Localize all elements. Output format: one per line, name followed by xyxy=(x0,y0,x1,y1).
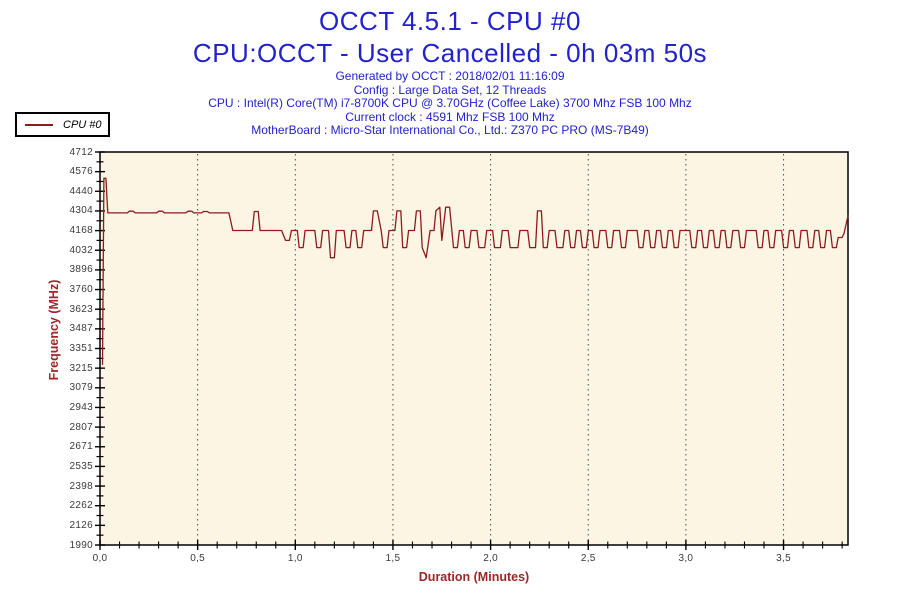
y-tick-label: 2535 xyxy=(69,460,93,472)
x-tick-label: 3,0 xyxy=(678,553,694,564)
x-tick-label: 3,5 xyxy=(776,553,791,564)
chart-legend: CPU #0 xyxy=(15,112,110,137)
y-tick-label: 3896 xyxy=(69,264,93,276)
info-motherboard: MotherBoard : Micro-Star International C… xyxy=(251,123,649,138)
x-tick-label: 0,5 xyxy=(190,553,206,564)
y-tick-label: 4032 xyxy=(69,244,93,256)
x-tick-label: 2,0 xyxy=(483,553,498,564)
y-tick-label: 2262 xyxy=(69,500,93,512)
report-title: OCCT 4.5.1 - CPU #0 xyxy=(319,6,581,36)
y-tick-label: 2398 xyxy=(69,480,93,492)
y-tick-label: 1990 xyxy=(69,539,93,551)
x-axis-title: Duration (Minutes) xyxy=(418,570,530,584)
y-tick-label: 4576 xyxy=(69,166,93,178)
plot-background xyxy=(100,152,848,545)
y-tick-label: 3215 xyxy=(69,362,93,374)
x-tick-label: 1,5 xyxy=(385,553,401,564)
info-cpu: CPU : Intel(R) Core(TM) i7-8700K CPU @ 3… xyxy=(208,96,692,111)
y-tick-label: 2126 xyxy=(69,519,93,531)
legend-series-label: CPU #0 xyxy=(63,118,102,131)
info-config: Config : Large Data Set, 12 Threads xyxy=(353,82,547,97)
info-current-clock: Current clock : 4591 Mhz FSB 100 Mhz xyxy=(345,109,555,124)
y-tick-label: 2671 xyxy=(69,441,93,453)
y-tick-label: 4304 xyxy=(69,205,93,217)
y-tick-label: 4712 xyxy=(69,146,93,158)
y-tick-label: 4440 xyxy=(69,185,93,197)
cpu0-series-line xyxy=(101,177,849,366)
y-tick-label: 3623 xyxy=(69,303,93,315)
y-tick-label: 3079 xyxy=(69,382,93,394)
y-tick-label: 3351 xyxy=(69,343,93,354)
report-info-block: Generated by OCCT : 2018/02/01 11:16:09 … xyxy=(0,69,900,138)
x-tick-label: 2,5 xyxy=(580,553,596,564)
info-generated-by: Generated by OCCT : 2018/02/01 11:16:09 xyxy=(335,69,565,83)
y-tick-label: 3760 xyxy=(69,284,93,296)
y-tick-label: 2807 xyxy=(69,421,93,433)
x-tick-label: 0,0 xyxy=(92,553,108,564)
legend-line-sample xyxy=(25,123,53,126)
y-tick-label: 3487 xyxy=(69,323,93,335)
report-subtitle: CPU:OCCT - User Cancelled - 0h 03m 50s xyxy=(192,38,708,68)
y-tick-label: 4168 xyxy=(69,225,93,237)
y-tick-label: 2943 xyxy=(69,401,93,413)
x-tick-label: 1,0 xyxy=(287,553,303,564)
